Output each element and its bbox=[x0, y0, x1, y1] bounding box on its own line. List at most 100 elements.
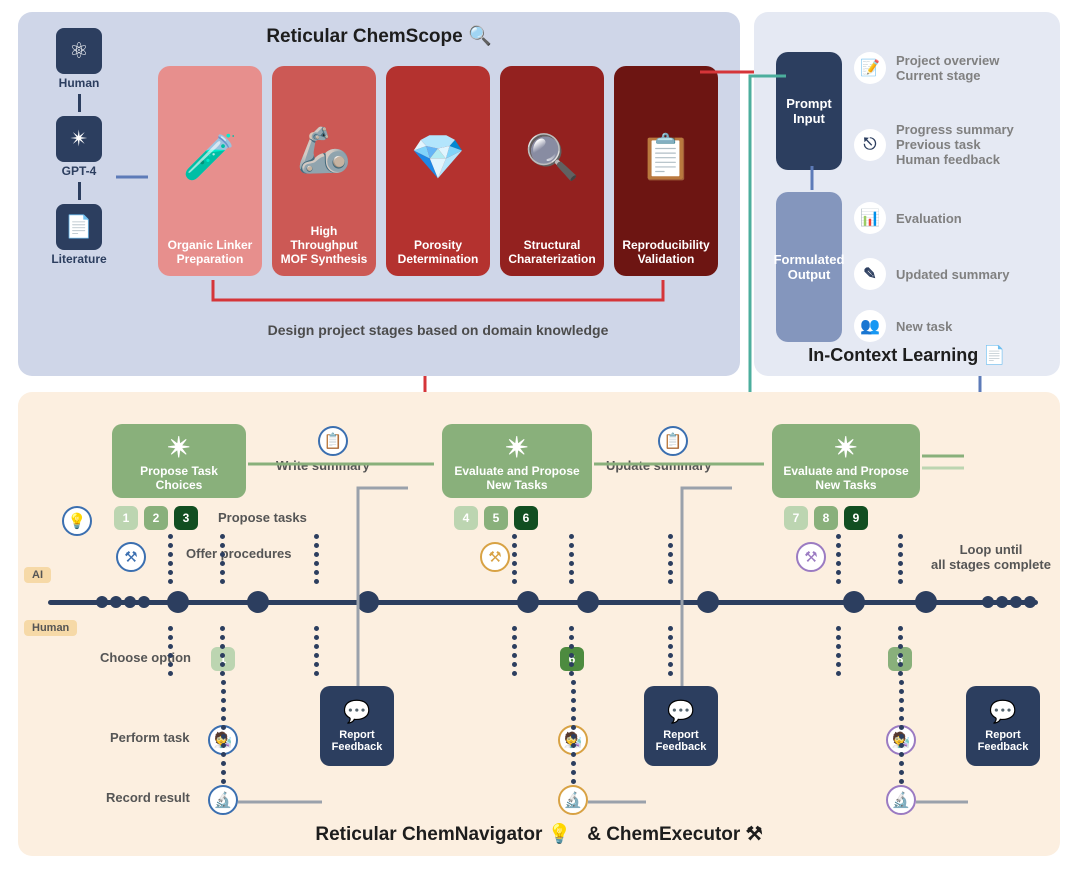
dotted-connector bbox=[165, 532, 175, 586]
connector-report-2 bbox=[680, 482, 740, 688]
arrow-card1-to-card2 bbox=[248, 454, 442, 474]
report-label: Report Feedback bbox=[978, 729, 1029, 753]
task-number-row: 123 bbox=[114, 506, 198, 530]
timeline-small-dot bbox=[996, 596, 1008, 608]
task-number-badge: 2 bbox=[144, 506, 168, 530]
step-label: Propose tasks bbox=[218, 510, 307, 525]
input-node-literature: 📄 bbox=[56, 204, 102, 250]
connector-record-report-3 bbox=[916, 798, 968, 808]
learn-item: 📊Evaluation bbox=[854, 202, 962, 234]
chemscope-panel: Reticular ChemScope 🔍 ⚛Human✴GPT-4📄Liter… bbox=[18, 12, 740, 376]
stage-label: Organic Linker Preparation bbox=[164, 238, 256, 266]
swirl-icon: ✴ bbox=[505, 431, 528, 464]
report-label: Report Feedback bbox=[656, 729, 707, 753]
timeline-small-dot bbox=[96, 596, 108, 608]
ai-pill: AI bbox=[24, 567, 51, 583]
step-label: Perform task bbox=[110, 730, 189, 745]
timeline-node bbox=[915, 591, 937, 613]
timeline bbox=[48, 600, 1038, 605]
hammer-icon: ⚒ bbox=[746, 824, 763, 845]
navigator-panel: Reticular ChemNavigator 💡 & ChemExecutor… bbox=[18, 392, 1060, 856]
dotted-connector bbox=[895, 624, 905, 678]
input-connector bbox=[78, 182, 81, 200]
input-label: GPT-4 bbox=[62, 164, 97, 178]
learning-title-text: In-Context Learning bbox=[808, 345, 978, 365]
speech-bubble-icon: 💬 bbox=[989, 699, 1016, 725]
green-task-card: ✴Propose Task Choices bbox=[112, 424, 246, 498]
stage-icon: 🔍 bbox=[525, 76, 580, 238]
stage-icon: 💎 bbox=[411, 76, 466, 238]
stage-label: High Throughput MOF Synthesis bbox=[278, 224, 370, 266]
learn-item-icon: 📝 bbox=[854, 52, 886, 84]
learn-item-text: Updated summary bbox=[896, 267, 1009, 282]
learn-item-text: Project overview Current stage bbox=[896, 53, 999, 83]
dotted-connector bbox=[311, 532, 321, 586]
connector-report-1 bbox=[356, 482, 416, 688]
design-caption: Design project stages based on domain kn… bbox=[158, 322, 718, 338]
dotted-connector bbox=[165, 624, 175, 678]
hammer-icon: ⚒ bbox=[116, 542, 146, 572]
search-icon: 🔍 bbox=[468, 26, 492, 47]
swirl-icon: ✴ bbox=[167, 431, 190, 464]
stages-bracket bbox=[168, 280, 708, 320]
clipboard-icon: 📋 bbox=[658, 426, 688, 456]
arrow-card3-continue bbox=[922, 448, 972, 478]
stages-row: 🧪Organic Linker Preparation 🦾High Through… bbox=[158, 66, 718, 276]
timeline-small-dot bbox=[982, 596, 994, 608]
task-number-row: 456 bbox=[454, 506, 538, 530]
arrow-navigator-to-prompt bbox=[710, 70, 800, 440]
input-connector bbox=[78, 94, 81, 112]
dotted-connector bbox=[833, 624, 843, 678]
stage-card: 💎Porosity Determination bbox=[386, 66, 490, 276]
lightbulb-icon: 💡 bbox=[548, 824, 572, 845]
connector-record-report-1 bbox=[238, 798, 322, 808]
record-result-icon: 🔬 bbox=[886, 785, 916, 815]
dotted-connector bbox=[218, 678, 228, 786]
dotted-connector bbox=[665, 532, 675, 586]
learn-item-text: Progress summary Previous task Human fee… bbox=[896, 122, 1014, 167]
hammer-icon: ⚒ bbox=[480, 542, 510, 572]
stage-icon: 🧪 bbox=[183, 76, 238, 238]
learn-item-icon: 📊 bbox=[854, 202, 886, 234]
timeline-node bbox=[577, 591, 599, 613]
timeline-small-dot bbox=[138, 596, 150, 608]
stage-label: Porosity Determination bbox=[392, 238, 484, 266]
chemscope-title-text: Reticular ChemScope bbox=[266, 26, 462, 47]
human-pill: Human bbox=[24, 620, 77, 636]
loop-label: Loop until all stages complete bbox=[916, 542, 1066, 572]
report-feedback-box: 💬 Report Feedback bbox=[966, 686, 1040, 766]
green-task-card: ✴Evaluate and Propose New Tasks bbox=[442, 424, 592, 498]
stage-icon: 🦾 bbox=[297, 76, 352, 224]
dotted-connector bbox=[833, 532, 843, 586]
dotted-connector bbox=[568, 678, 578, 786]
stage-card: 📋Reproducibility Validation bbox=[614, 66, 718, 276]
task-number-badge: 9 bbox=[844, 506, 868, 530]
dotted-connector bbox=[895, 532, 905, 586]
learn-item-icon: ⎋ bbox=[854, 129, 886, 161]
green-card-label: Evaluate and Propose New Tasks bbox=[778, 464, 914, 492]
timeline-small-dot bbox=[124, 596, 136, 608]
learn-item: 👥New task bbox=[854, 310, 952, 342]
dotted-connector bbox=[896, 678, 906, 786]
chemscope-title: Reticular ChemScope 🔍 bbox=[18, 24, 740, 48]
dotted-connector bbox=[665, 624, 675, 678]
speech-bubble-icon: 💬 bbox=[667, 699, 694, 725]
step-label: Choose option bbox=[100, 650, 191, 665]
dotted-connector bbox=[311, 624, 321, 678]
timeline-node bbox=[517, 591, 539, 613]
record-result-icon: 🔬 bbox=[208, 785, 238, 815]
task-number-badge: 4 bbox=[454, 506, 478, 530]
timeline-node bbox=[247, 591, 269, 613]
dotted-connector bbox=[509, 532, 519, 586]
speech-bubble-icon: 💬 bbox=[343, 699, 370, 725]
arrow-inputs-to-stages bbox=[116, 167, 156, 187]
report-feedback-box: 💬Report Feedback bbox=[320, 686, 394, 766]
clipboard-icon: 📋 bbox=[318, 426, 348, 456]
navigator-title-left: Reticular ChemNavigator bbox=[315, 824, 542, 845]
green-card-label: Evaluate and Propose New Tasks bbox=[448, 464, 586, 492]
task-number-badge: 7 bbox=[784, 506, 808, 530]
stage-label: Reproducibility Validation bbox=[620, 238, 712, 266]
timeline-small-dot bbox=[110, 596, 122, 608]
learn-item-icon: 👥 bbox=[854, 310, 886, 342]
step-label: Record result bbox=[106, 790, 190, 805]
